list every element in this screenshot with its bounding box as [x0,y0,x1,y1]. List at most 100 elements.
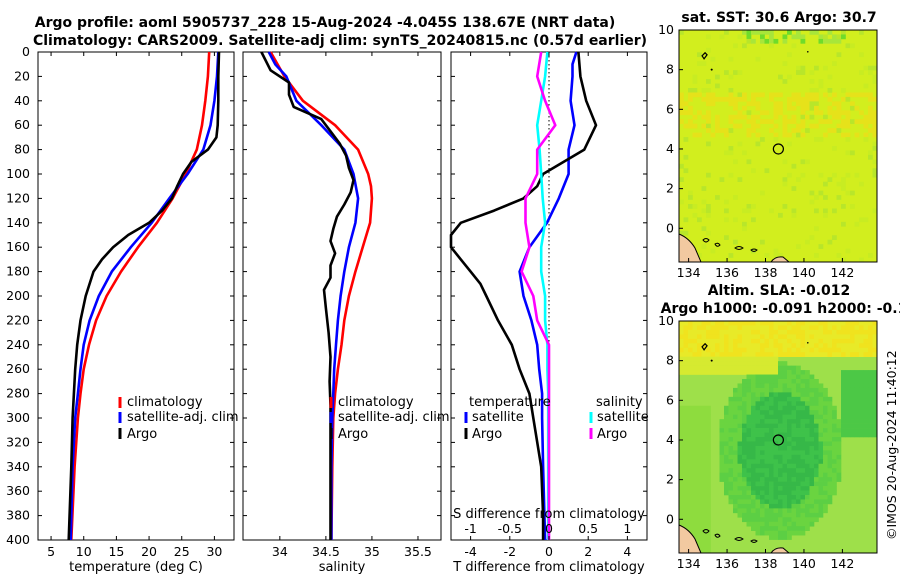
map-cell [697,338,702,344]
map-cell [805,428,810,433]
map-cell [818,432,824,438]
map-cell [872,401,878,407]
map-cell [769,370,774,375]
map-cell [706,472,711,478]
map-cell [724,428,729,433]
map-cell [796,423,801,429]
map-cell [791,96,797,102]
y-tick-label: 400 [6,532,30,547]
map-cell [737,383,743,389]
map-cell [701,512,707,518]
map-cell [746,387,752,393]
map-cell [782,419,788,424]
map-cell [737,463,743,469]
map-cell [724,423,729,429]
map-cell [760,38,765,44]
map-cell [845,150,851,156]
map-cell [863,119,869,124]
s-diff-tick-label: 0.5 [578,521,598,536]
map-cell [764,459,770,465]
map-cell [809,454,815,460]
y-tick-label: 360 [6,483,30,498]
map-y-tick-label: 8 [666,62,674,77]
map-cell [814,88,819,93]
map-cell [728,74,734,80]
map-cell [742,334,747,340]
map-cell [697,481,702,487]
map-cell [706,441,711,447]
map-cell [805,329,810,335]
map-cell [800,396,806,402]
map-cell [755,123,761,129]
map-cell [760,521,765,527]
map-cell [719,96,725,102]
map-cell [679,472,684,478]
map-cell [683,321,689,326]
map-cell [809,347,815,353]
map-cell [733,468,738,473]
map-cell [769,383,774,389]
map-cell [706,352,711,357]
map-cell [764,38,770,44]
map-cell [796,428,801,433]
map-cell [854,379,860,384]
map-cell [724,235,729,240]
map-cell [724,472,729,478]
map-cell [823,423,828,429]
map-cell [746,503,752,509]
map-cell [683,521,689,527]
map-cell [787,512,792,518]
map-cell [796,414,801,420]
map-cell [787,503,792,509]
map-cell [805,517,810,523]
map-cell [800,481,806,487]
map-cell [787,459,792,465]
map-cell [863,132,869,138]
map-cell [800,401,806,407]
map-cell [845,43,851,49]
map-cell [791,329,797,335]
map-cell [841,392,846,398]
map-cell [782,38,788,44]
map-cell [724,432,729,438]
map-cell [841,419,846,424]
map-cell [737,486,743,491]
map-y-tick-label: 2 [666,472,674,487]
map-cell [760,334,765,340]
map-cell [796,101,801,107]
map-cell [706,325,711,331]
map-cell [746,379,752,384]
map-cell [769,486,774,491]
map-cell [841,30,846,35]
map-cell [724,128,729,133]
map-cell [728,463,734,469]
map-cell [850,92,855,98]
map-cell [697,334,702,340]
map-cell [755,441,761,447]
map-cell [850,392,855,398]
map-cell [796,128,801,133]
map-cell [701,535,707,540]
legend-label-satellite: satellite-adj. clim [338,410,450,425]
map-cell [814,454,819,460]
map-cell [805,387,810,393]
map-cell [737,423,743,429]
map-cell [854,432,860,438]
map-cell [769,454,774,460]
map-cell [796,405,801,411]
map-cell [868,70,873,75]
map-cell [850,338,855,344]
map-cell [706,361,711,366]
map-cell [746,361,752,366]
map-cell [728,338,734,344]
map-cell [773,101,779,107]
map-cell [859,396,864,402]
map-cell [827,38,833,44]
map-cell [809,30,815,35]
map-cell [836,477,842,482]
map-cell [778,105,783,111]
map-cell [814,383,819,389]
map-cell [683,370,689,375]
map-cell [715,352,720,357]
map-cell [724,419,729,424]
